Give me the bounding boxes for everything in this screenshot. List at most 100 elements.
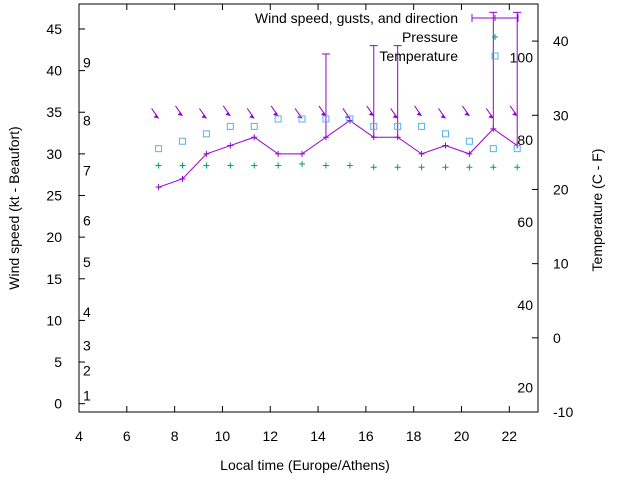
wind-speed-point — [203, 150, 210, 157]
legend-label: Pressure — [402, 29, 458, 45]
beaufort-label: 2 — [83, 362, 91, 378]
y-left-tick-label: 25 — [46, 188, 62, 204]
pressure-point — [322, 162, 329, 169]
wind-direction-arrowhead — [273, 111, 279, 116]
y-right-tick-label: 10 — [553, 256, 569, 272]
temperature-point — [155, 145, 163, 153]
beaufort-label: 7 — [83, 163, 91, 179]
x-tick-label: 14 — [310, 428, 326, 444]
y-right-tick-label: 20 — [553, 181, 569, 197]
y-left-tick-label: 5 — [54, 354, 62, 370]
y-axis-label-left: Wind speed (kt - Beaufort) — [6, 126, 22, 289]
temperature-point — [298, 115, 306, 123]
fahrenheit-label: 20 — [517, 380, 533, 396]
pressure-point — [251, 162, 258, 169]
fahrenheit-label: 60 — [517, 214, 533, 230]
temperature-point — [322, 115, 330, 123]
wind-speed-point — [275, 150, 282, 157]
y-right-tick-label: -10 — [553, 404, 573, 420]
wind-speed-point — [155, 184, 162, 191]
beaufort-label: 4 — [83, 304, 91, 320]
wind-speed-point — [227, 142, 234, 149]
fahrenheit-label: 40 — [517, 297, 533, 313]
beaufort-label: 3 — [83, 337, 91, 353]
fahrenheit-label: 80 — [517, 132, 533, 148]
fahrenheit-label: 100 — [510, 49, 534, 65]
wind-speed-point — [346, 117, 353, 124]
wind-direction-arrowhead — [177, 111, 183, 116]
y-left-tick-label: 45 — [46, 21, 62, 37]
temperature-point — [418, 122, 426, 130]
y-left-tick-label: 0 — [54, 396, 62, 412]
temperature-point — [513, 145, 521, 153]
wind-direction-arrowhead — [368, 111, 374, 116]
y-left-tick-label: 10 — [46, 312, 62, 328]
wind-speed-point — [179, 175, 186, 182]
wind-direction-arrowhead — [392, 114, 398, 119]
legend-swatch-pressure — [492, 34, 498, 40]
beaufort-label: 5 — [83, 254, 91, 270]
pressure-point — [346, 162, 353, 169]
temperature-point — [346, 115, 354, 123]
temperature-point — [465, 137, 473, 145]
temperature-point — [489, 145, 497, 153]
pressure-point — [370, 164, 377, 171]
wind-direction-arrowhead — [416, 111, 422, 116]
pressure-point — [490, 164, 497, 171]
pressure-point — [203, 162, 210, 169]
legend-label: Temperature — [379, 48, 458, 64]
x-tick-label: 20 — [454, 428, 470, 444]
pressure-point — [466, 164, 473, 171]
y-right-tick-label: 40 — [553, 33, 569, 49]
x-tick-label: 12 — [262, 428, 278, 444]
y-left-tick-label: 40 — [46, 63, 62, 79]
wind-direction-arrowhead — [225, 111, 231, 116]
temperature-point — [250, 122, 258, 130]
y-right-tick-label: 0 — [553, 330, 561, 346]
temperature-point — [394, 122, 402, 130]
beaufort-label: 6 — [83, 212, 91, 228]
x-tick-label: 18 — [406, 428, 422, 444]
beaufort-label: 9 — [83, 54, 91, 70]
y-left-tick-label: 20 — [46, 229, 62, 245]
legend-label: Wind speed, gusts, and direction — [255, 10, 458, 26]
x-tick-label: 10 — [215, 428, 231, 444]
beaufort-label: 1 — [83, 387, 91, 403]
y-left-tick-label: 35 — [46, 104, 62, 120]
wind-direction-arrowhead — [464, 111, 470, 116]
x-tick-label: 8 — [171, 428, 179, 444]
temperature-point — [179, 137, 187, 145]
pressure-point — [514, 164, 521, 171]
pressure-point — [179, 162, 186, 169]
temperature-point — [202, 130, 210, 138]
y-right-tick-label: 30 — [553, 107, 569, 123]
temperature-point — [274, 115, 282, 123]
wind-direction-arrowhead — [440, 114, 446, 119]
wind-direction-arrowhead — [201, 114, 207, 119]
wind-direction-arrowhead — [512, 111, 518, 116]
beaufort-label: 8 — [83, 113, 91, 129]
x-tick-label: 22 — [502, 428, 518, 444]
wind-speed-point — [442, 142, 449, 149]
temperature-point — [370, 122, 378, 130]
y-left-tick-label: 15 — [46, 271, 62, 287]
wind-speed-point — [251, 134, 258, 141]
wind-direction-arrowhead — [153, 114, 159, 119]
pressure-point — [275, 162, 282, 169]
x-tick-label: 16 — [358, 428, 374, 444]
x-axis-label: Local time (Europe/Athens) — [220, 457, 390, 473]
wind-direction-arrowhead — [249, 114, 255, 119]
wind-speed-point — [418, 150, 425, 157]
legend-swatch-wind-marks — [471, 14, 519, 22]
pressure-point — [442, 164, 449, 171]
y-axis-label-right: Temperature (C - F) — [589, 149, 605, 272]
y-left-tick-label: 30 — [46, 146, 62, 162]
x-tick-label: 6 — [123, 428, 131, 444]
legend-swatch-temperature — [491, 52, 499, 60]
wind-direction-arrowhead — [488, 114, 494, 119]
pressure-point — [418, 164, 425, 171]
plot-frame — [78, 3, 539, 413]
pressure-point — [227, 162, 234, 169]
temperature-point — [226, 122, 234, 130]
